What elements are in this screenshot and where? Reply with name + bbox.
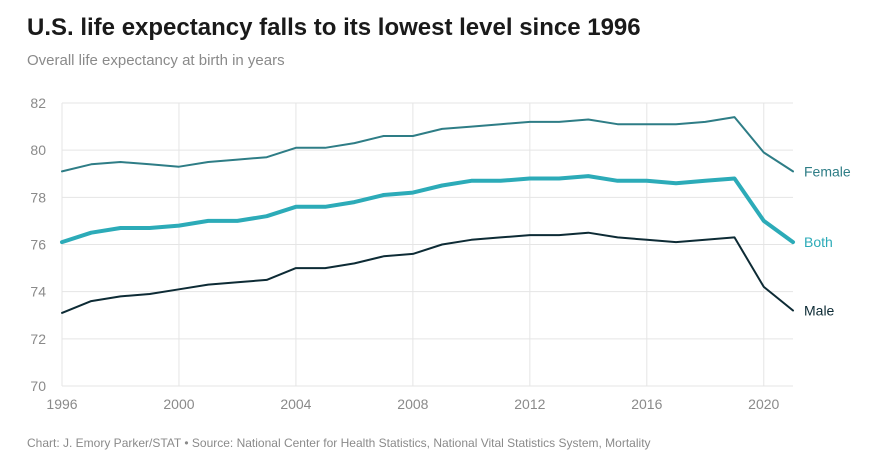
y-tick-label: 82	[30, 95, 46, 111]
x-tick-label: 2016	[631, 396, 662, 412]
chart-title: U.S. life expectancy falls to its lowest…	[27, 14, 641, 41]
x-tick-label: 2020	[748, 396, 779, 412]
chart-source-note: Chart: J. Emory Parker/STAT • Source: Na…	[27, 436, 651, 450]
y-tick-label: 80	[30, 142, 46, 158]
x-tick-label: 2004	[280, 396, 311, 412]
series-label-both: Both	[804, 234, 833, 250]
x-tick-label: 2000	[163, 396, 194, 412]
series-label-male: Male	[804, 303, 835, 319]
axis-labels: 70 72 74 76 78 80 82 1996 2000 2004 2008 2012 2016 20…	[30, 95, 779, 412]
chart-subtitle: Overall life expectancy at birth in year…	[27, 52, 285, 69]
x-tick-label: 2012	[514, 396, 545, 412]
series-line-male	[61, 231, 794, 314]
series-label-female: Female	[804, 163, 851, 179]
y-tick-label: 76	[30, 237, 46, 253]
y-tick-label: 74	[30, 284, 46, 300]
series-line-both	[60, 174, 795, 245]
y-tick-label: 70	[30, 378, 46, 394]
series-lines	[60, 116, 795, 314]
y-tick-label: 72	[30, 331, 46, 347]
x-tick-label: 1996	[46, 396, 77, 412]
grid-lines	[61, 102, 793, 387]
y-tick-label: 78	[30, 189, 46, 205]
series-line-female	[61, 116, 794, 173]
x-tick-label: 2008	[397, 396, 428, 412]
series-labels: Female Both Male	[804, 163, 851, 318]
